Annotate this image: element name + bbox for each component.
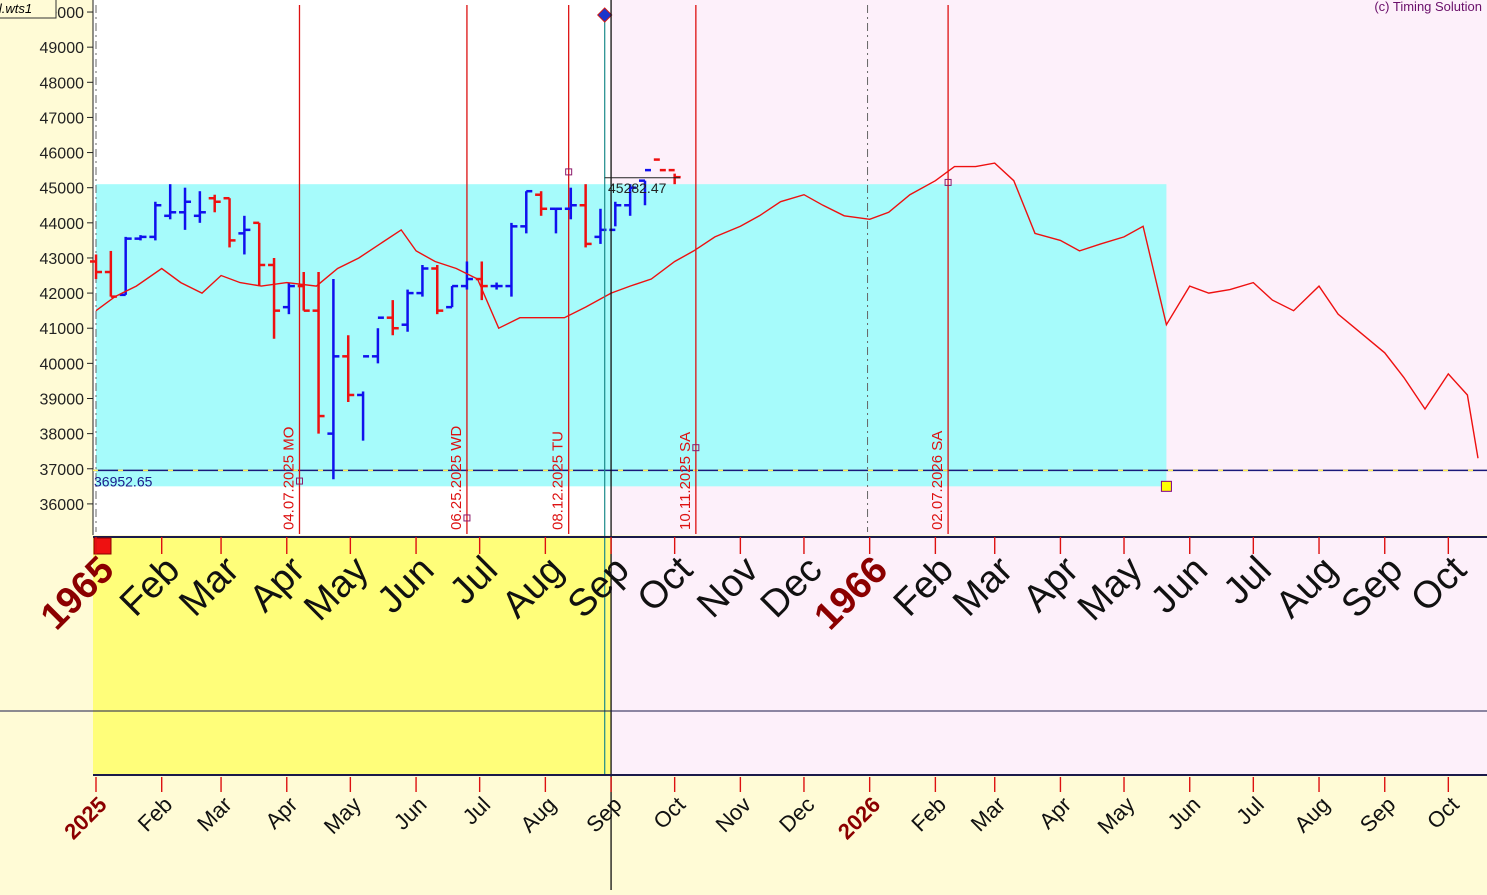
ohlc-bar [446, 284, 459, 309]
file-tab[interactable] [0, 0, 57, 19]
ohlc-bar [386, 300, 399, 336]
history-panel [93, 537, 615, 775]
ohlc-bar [312, 272, 325, 434]
ohlc-bar [357, 355, 370, 441]
projection-line [95, 162, 1479, 459]
ohlc-bar [327, 279, 340, 480]
ohlc-bar [505, 222, 518, 297]
ohlc-bar [416, 264, 429, 297]
ohlc-bar [282, 282, 295, 315]
ohlc-bar [594, 208, 607, 244]
panel-handle[interactable] [93, 537, 112, 555]
event-marker [944, 178, 952, 186]
ohlc-bar [134, 235, 147, 241]
ohlc-bar [268, 257, 281, 339]
y-tick-label: 36000 [40, 497, 85, 514]
ohlc-bar [624, 184, 637, 216]
ohlc-bar [490, 282, 503, 290]
y-tick-label: 46000 [40, 146, 85, 163]
y-tick-label: 40000 [40, 356, 85, 373]
ohlc-bar [164, 184, 177, 220]
y-tick-label: 44000 [40, 216, 85, 233]
y-tick-label: 47000 [40, 110, 85, 127]
ohlc-bar [149, 201, 162, 241]
ohlc-bar [653, 158, 666, 172]
file-tab-label[interactable]: ll.wts1 [0, 1, 32, 16]
ohlc-bar [208, 194, 221, 213]
ohlc-bar [668, 168, 681, 185]
ohlc-bar [564, 187, 577, 220]
copyright-text: (c) Timing Solution [1374, 0, 1482, 14]
y-tick-label: 49000 [40, 40, 85, 57]
event-label: 08.12.2025 TU [550, 431, 567, 530]
ohlc-bar [90, 254, 102, 280]
ohlc-bar [535, 191, 548, 216]
ohlc-bar [401, 289, 414, 332]
event-marker [565, 168, 573, 176]
ohlc-bar [431, 264, 444, 315]
ohlc-bar [609, 201, 622, 232]
event-label: 02.07.2026 SA [929, 431, 946, 530]
forecast-panel [611, 537, 1487, 775]
ohlc-bar [520, 189, 533, 234]
event-label: 06.25.2025 WD [448, 426, 465, 530]
y-tick-label: 43000 [40, 251, 85, 268]
event-label: 04.07.2025 MO [280, 427, 297, 530]
ohlc-bar [119, 236, 132, 297]
y-tick-label: 45000 [40, 181, 85, 198]
ohlc-bar [179, 187, 192, 230]
ohlc-bar [371, 316, 384, 364]
ohlc-bar [297, 272, 310, 312]
event-marker [295, 477, 303, 485]
ohlc-bar [342, 335, 355, 403]
baseline-label: 36952.65 [94, 473, 153, 489]
ohlc-bar [253, 221, 266, 287]
y-tick-label: 38000 [40, 427, 85, 444]
event-marker [692, 444, 700, 452]
ohlc-bar [638, 168, 651, 206]
event-label: 10.11.2025 SA [677, 432, 694, 530]
last-price-label: 45282.47 [608, 180, 667, 196]
y-tick-label: 37000 [40, 462, 85, 479]
ohlc-bar [460, 261, 473, 290]
y-tick-label: 42000 [40, 286, 85, 303]
range-band [96, 184, 1167, 487]
ohlc-bar [238, 215, 251, 255]
band-end-marker[interactable] [1160, 480, 1172, 492]
ohlc-bar [579, 184, 592, 248]
y-tick-label: 41000 [40, 321, 85, 338]
today-diamond[interactable] [597, 7, 613, 23]
y-tick-label: 39000 [40, 391, 85, 408]
ohlc-bar [549, 207, 562, 234]
ohlc-bar [193, 191, 206, 223]
ohlc-bar [223, 196, 236, 248]
y-tick-label: 48000 [40, 75, 85, 92]
event-marker [463, 514, 471, 522]
